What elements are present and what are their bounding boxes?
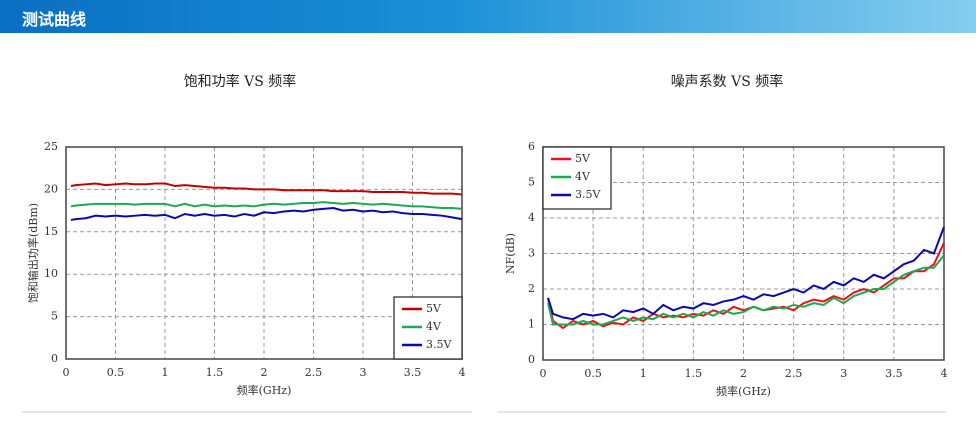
legend-label: 3.5V: [575, 188, 601, 201]
y-axis-label: 饱和输出功率(dBm): [26, 203, 40, 303]
plot-border: [542, 146, 945, 361]
y-tick-label: 0: [51, 352, 58, 365]
legend-label: 5V: [575, 152, 591, 165]
x-tick-label: 4: [941, 367, 948, 380]
y-tick-label: 25: [44, 140, 58, 153]
x-tick-label: 3: [360, 366, 367, 379]
x-axis-label: 频率(GHz): [716, 384, 771, 398]
x-tick-label: 0.5: [584, 367, 602, 380]
legend-label: 5V: [426, 302, 442, 315]
y-tick-label: 5: [51, 310, 58, 323]
x-tick-label: 2.5: [305, 366, 323, 379]
series-line: [70, 201, 463, 210]
y-tick-label: 3: [528, 247, 535, 260]
chart-title: 饱和功率 VS 频率: [184, 73, 297, 90]
y-tick-label: 0: [528, 353, 535, 366]
x-axis-label: 频率(GHz): [237, 383, 292, 397]
header-title: 测试曲线: [22, 10, 87, 29]
y-tick-label: 5: [528, 176, 535, 189]
y-axis-label: NF(dB): [504, 233, 517, 274]
series-line: [547, 242, 945, 330]
x-tick-label: 3: [840, 367, 847, 380]
series-line: [70, 182, 463, 196]
legend-label: 3.5V: [426, 338, 452, 351]
x-tick-label: 4: [459, 366, 466, 379]
header-bar: 测试曲线: [0, 0, 976, 33]
y-tick-label: 4: [528, 211, 535, 224]
x-tick-label: 1: [640, 367, 647, 380]
legend-label: 4V: [575, 170, 591, 183]
x-tick-label: 1.5: [685, 367, 703, 380]
x-tick-label: 0.5: [107, 366, 125, 379]
plot-border: [65, 146, 463, 360]
x-tick-label: 1: [162, 366, 169, 379]
y-tick-label: 10: [44, 267, 58, 280]
series-line: [547, 254, 945, 326]
legend-label: 4V: [426, 320, 442, 333]
y-tick-label: 20: [44, 182, 58, 195]
x-tick-label: 2: [261, 366, 268, 379]
x-tick-label: 3.5: [885, 367, 903, 380]
y-tick-label: 1: [528, 318, 535, 331]
series-line: [70, 207, 463, 221]
series-line: [547, 226, 945, 321]
x-tick-label: 3.5: [404, 366, 422, 379]
x-tick-label: 0: [540, 367, 547, 380]
x-tick-label: 0: [63, 366, 70, 379]
x-tick-label: 1.5: [206, 366, 224, 379]
chart-title: 噪声系数 VS 频率: [671, 73, 784, 90]
x-tick-label: 2.5: [785, 367, 803, 380]
y-tick-label: 15: [44, 225, 58, 238]
x-tick-label: 2: [740, 367, 747, 380]
y-tick-label: 6: [528, 140, 535, 153]
y-tick-label: 2: [528, 282, 535, 295]
